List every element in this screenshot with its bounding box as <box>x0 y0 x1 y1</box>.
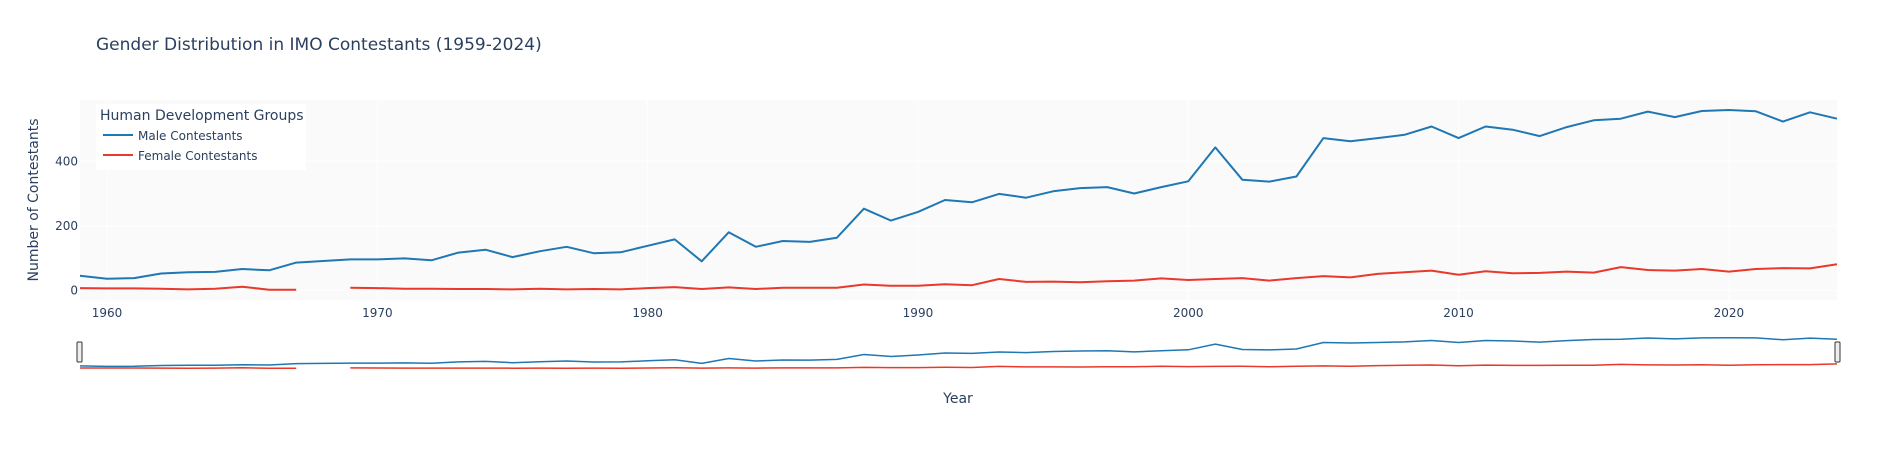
gridlines <box>80 100 1837 300</box>
y-tick-label: 200 <box>55 219 78 233</box>
chart-title: Gender Distribution in IMO Contestants (… <box>96 35 542 55</box>
legend-label-female: Female Contestants <box>138 149 258 163</box>
range-slider-line-male <box>79 336 1838 368</box>
x-tick-label: 1970 <box>362 306 393 320</box>
x-axis-label: Year <box>942 391 973 407</box>
plot-background <box>80 100 1837 300</box>
legend-title: Human Development Groups <box>100 108 304 124</box>
legend-item-female[interactable]: Female Contestants <box>103 149 258 163</box>
legend[interactable]: Human Development Groups Male Contestant… <box>96 104 306 170</box>
range-slider[interactable] <box>76 333 1841 371</box>
legend-item-male[interactable]: Male Contestants <box>103 129 243 143</box>
y-tick-label: 400 <box>55 154 78 168</box>
x-tick-label: 1980 <box>632 306 663 320</box>
legend-label-male: Male Contestants <box>138 129 243 143</box>
range-slider-handle-left[interactable] <box>76 341 83 363</box>
series-lines <box>79 109 1838 291</box>
x-tick-labels: 1960 1970 1980 1990 2000 2010 2020 <box>92 306 1744 320</box>
range-slider-line-female <box>80 363 1838 369</box>
x-tick-label: 2000 <box>1173 306 1204 320</box>
range-slider-handle-right[interactable] <box>1834 341 1841 363</box>
x-tick-label: 1960 <box>92 306 123 320</box>
x-tick-label: 2020 <box>1714 306 1745 320</box>
y-tick-labels: 0 200 400 <box>55 154 78 297</box>
series-line-female <box>79 263 1838 291</box>
x-tick-label: 1990 <box>903 306 934 320</box>
y-axis-label: Number of Contestants <box>26 119 42 282</box>
x-tick-label: 2010 <box>1443 306 1474 320</box>
y-tick-label: 0 <box>70 283 78 297</box>
range-slider-preview <box>79 336 1838 369</box>
legend-background <box>96 104 306 170</box>
series-line-male <box>79 109 1838 280</box>
